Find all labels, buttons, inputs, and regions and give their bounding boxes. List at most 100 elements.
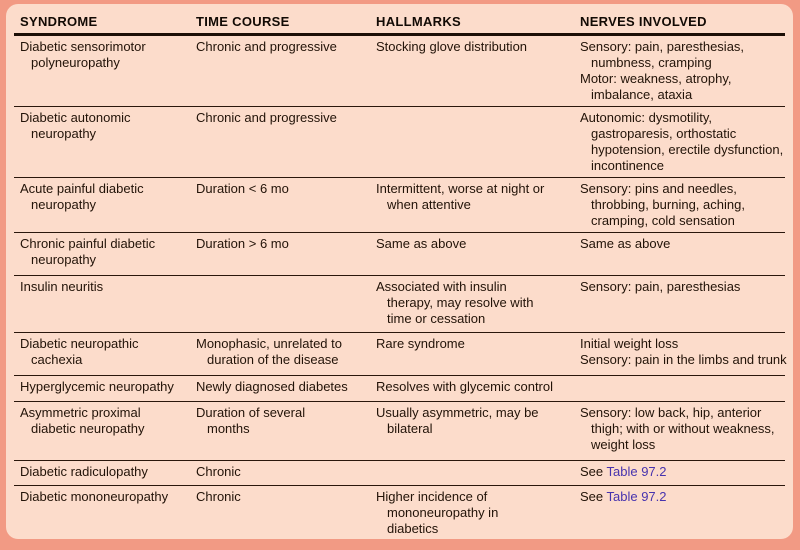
table-row: Hyperglycemic neuropathy Newly diagnosed … xyxy=(14,376,785,402)
cell-line: Diabetic autonomic xyxy=(20,110,131,125)
table-row: Diabetic autonomic neuropathy Chronic and … xyxy=(14,107,785,178)
cell-line: therapy, may resolve with xyxy=(387,295,534,310)
cell-time-course: Chronic and progressive xyxy=(196,39,376,55)
column-header-time-course: TIME COURSE xyxy=(196,14,290,29)
cell-line: neuropathy xyxy=(31,126,97,141)
cell-line: Chronic xyxy=(196,489,241,504)
table-row: Diabetic mononeuropathy Chronic Higher inc… xyxy=(14,486,785,539)
cell-nerves: Sensory: low back, hip, anterior thigh; w… xyxy=(580,405,785,453)
cell-line: imbalance, ataxia xyxy=(591,87,693,102)
table-panel: SYNDROME TIME COURSE HALLMARKS NERVES IN… xyxy=(6,4,793,539)
cell-line: Intermittent, worse at night or xyxy=(376,181,545,196)
table-reference-link[interactable]: Table 97.2 xyxy=(606,464,667,479)
cell-line: Autonomic: dysmotility, xyxy=(580,110,712,125)
cell-nerves: See Table 97.2 xyxy=(580,489,785,505)
cell-line: Resolves with glycemic control xyxy=(376,379,554,394)
cell-syndrome: Diabetic autonomic neuropathy xyxy=(14,110,196,142)
cell-line: polyneuropathy xyxy=(31,55,120,70)
cell-nerves: Sensory: pins and needles, throbbing, bur… xyxy=(580,181,785,229)
table-body: Diabetic sensorimotor polyneuropathy Chron… xyxy=(14,36,787,539)
cell-line: See Table 97.2 xyxy=(580,489,667,504)
cell-line: Chronic and progressive xyxy=(196,110,337,125)
cell-line: Sensory: pain, paresthesias, xyxy=(580,39,745,54)
cell-nerves: Autonomic: dysmotility, gastroparesis, or… xyxy=(580,110,785,174)
cell-line: See Table 97.2 xyxy=(580,464,667,479)
cell-line: Associated with insulin xyxy=(376,279,507,294)
cell-line: weight loss xyxy=(591,437,656,452)
cell-time-course: Newly diagnosed diabetes xyxy=(196,379,376,395)
cell-hallmarks: Higher incidence of mononeuropathy in diab… xyxy=(376,489,580,537)
cell-line: mononeuropathy in xyxy=(387,505,499,520)
table-reference-link[interactable]: Table 97.2 xyxy=(606,489,667,504)
cell-line: Chronic painful diabetic xyxy=(20,236,156,251)
cell-line: diabetic neuropathy xyxy=(31,421,145,436)
cell-line: Sensory: low back, hip, anterior xyxy=(580,405,762,420)
cell-hallmarks: Intermittent, worse at night or when atte… xyxy=(376,181,580,213)
cell-line: Sensory: pain in the limbs and trunk xyxy=(580,352,787,367)
cell-line: Newly diagnosed diabetes xyxy=(196,379,348,394)
cell-line: Duration > 6 mo xyxy=(196,236,289,251)
cell-nerves: Sensory: pain, paresthesias, numbness, cr… xyxy=(580,39,785,103)
cell-line: time or cessation xyxy=(387,311,486,326)
cell-line: cramping, cold sensation xyxy=(591,213,735,228)
cell-line: Diabetic neuropathic xyxy=(20,336,139,351)
cell-line: Usually asymmetric, may be xyxy=(376,405,539,420)
column-header-syndrome: SYNDROME xyxy=(20,14,98,29)
table-row: Chronic painful diabetic neuropathy Durati… xyxy=(14,233,785,276)
cell-time-course: Duration > 6 mo xyxy=(196,236,376,252)
cell-line: Diabetic sensorimotor xyxy=(20,39,146,54)
cell-hallmarks: Usually asymmetric, may be bilateral xyxy=(376,405,580,437)
cell-line: Acute painful diabetic xyxy=(20,181,144,196)
cell-syndrome: Diabetic neuropathic cachexia xyxy=(14,336,196,368)
cell-line: months xyxy=(207,421,250,436)
cell-line: Same as above xyxy=(376,236,467,251)
cell-line: Initial weight loss xyxy=(580,336,679,351)
table-row: Diabetic sensorimotor polyneuropathy Chron… xyxy=(14,36,785,107)
cell-line: Motor: weakness, atrophy, xyxy=(580,71,732,86)
cell-nerves: Initial weight loss Sensory: pain in the … xyxy=(580,336,787,368)
cell-time-course: Chronic xyxy=(196,464,376,480)
cell-line: Chronic and progressive xyxy=(196,39,337,54)
cell-line: hypotension, erectile dysfunction, xyxy=(591,142,784,157)
cell-line: Stocking glove distribution xyxy=(376,39,528,54)
cell-hallmarks: Stocking glove distribution xyxy=(376,39,580,55)
cell-syndrome: Diabetic mononeuropathy xyxy=(14,489,196,505)
table-row: Asymmetric proximal diabetic neuropathy Du… xyxy=(14,402,785,461)
cell-time-course: Chronic and progressive xyxy=(196,110,376,126)
cell-line: Asymmetric proximal xyxy=(20,405,141,420)
cell-nerves: Same as above xyxy=(580,236,785,252)
cell-time-course: Chronic xyxy=(196,489,376,505)
cell-line: incontinence xyxy=(591,158,664,173)
table-row: Diabetic radiculopathy Chronic See Table 9… xyxy=(14,461,785,486)
cell-line: duration of the disease xyxy=(207,352,339,367)
cell-nerves: See Table 97.2 xyxy=(580,464,785,480)
cell-line: throbbing, burning, aching, xyxy=(591,197,745,212)
cell-line: when attentive xyxy=(387,197,471,212)
cell-time-course: Duration < 6 mo xyxy=(196,181,376,197)
cell-line: Higher incidence of xyxy=(376,489,488,504)
cell-line: Diabetic radiculopathy xyxy=(20,464,148,479)
cell-hallmarks: Rare syndrome xyxy=(376,336,580,352)
table-row: Acute painful diabetic neuropathy Duration… xyxy=(14,178,785,233)
table-row: Diabetic neuropathic cachexia Monophasic, … xyxy=(14,333,787,376)
cell-hallmarks: Same as above xyxy=(376,236,580,252)
cell-line: neuropathy xyxy=(31,197,97,212)
cell-line: gastroparesis, orthostatic xyxy=(591,126,737,141)
table-header-row: SYNDROME TIME COURSE HALLMARKS NERVES IN… xyxy=(14,9,785,36)
cell-line: neuropathy xyxy=(31,252,97,267)
cell-line: Hyperglycemic neuropathy xyxy=(20,379,174,394)
cell-line: Same as above xyxy=(580,236,671,251)
cell-time-course: Duration of several months xyxy=(196,405,376,437)
cell-line: Rare syndrome xyxy=(376,336,465,351)
cell-line: Duration < 6 mo xyxy=(196,181,289,196)
cell-syndrome: Hyperglycemic neuropathy xyxy=(14,379,196,395)
cell-line: diabetics xyxy=(387,521,439,536)
cell-syndrome: Diabetic radiculopathy xyxy=(14,464,196,480)
column-header-nerves-involved: NERVES INVOLVED xyxy=(580,14,707,29)
cell-line: Duration of several xyxy=(196,405,306,420)
column-header-hallmarks: HALLMARKS xyxy=(376,14,462,29)
cell-syndrome: Diabetic sensorimotor polyneuropathy xyxy=(14,39,196,71)
cell-line: bilateral xyxy=(387,421,433,436)
cell-line: cachexia xyxy=(31,352,83,367)
